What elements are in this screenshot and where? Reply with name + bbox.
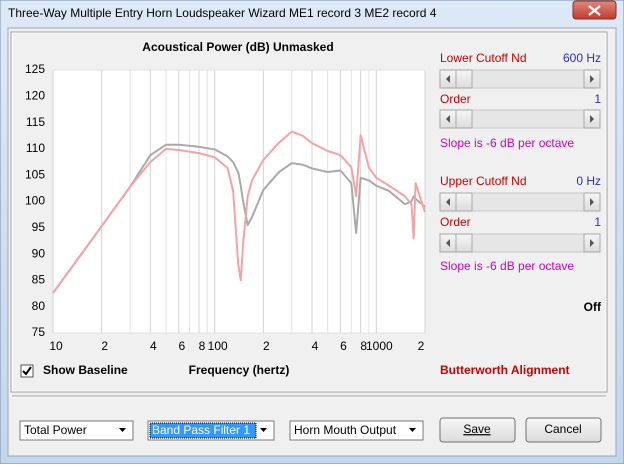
upper-slope: Slope is -6 dB per octave	[440, 259, 574, 273]
slider-thumb	[455, 192, 473, 212]
slider-thumb	[455, 233, 473, 253]
window-title: Three-Way Multiple Entry Horn Loudspeake…	[8, 6, 437, 20]
y-tick-label: 105	[25, 167, 45, 181]
combo-text: Total Power	[24, 423, 87, 437]
combo-box[interactable]	[289, 420, 424, 441]
x-axis-label: Frequency (hertz)	[189, 363, 290, 377]
y-tick-label: 110	[26, 141, 45, 155]
save-label: Save	[463, 422, 491, 436]
x-tick-label: 10	[49, 339, 63, 353]
lower-order-value: 1	[594, 92, 601, 106]
cancel-button[interactable]	[525, 417, 602, 443]
y-tick-label: 95	[32, 220, 46, 234]
x-tick-label: 4	[150, 339, 157, 353]
lower-order-label: Order	[440, 92, 471, 106]
upper-order-label: Order	[440, 215, 471, 229]
y-tick-label: 85	[32, 273, 46, 287]
checkbox-label[interactable]: Show Baseline	[43, 363, 128, 377]
lower-cutoff-label: Lower Cutoff Nd	[440, 51, 527, 65]
lower-slope: Slope is -6 dB per octave	[440, 136, 574, 150]
chart-title: Acoustical Power (dB) Unmasked	[142, 40, 333, 54]
upper-cutoff-label: Upper Cutoff Nd	[440, 174, 527, 188]
y-tick-label: 75	[32, 325, 46, 339]
slider-thumb	[455, 69, 473, 89]
upper-order-value: 1	[594, 215, 601, 229]
y-tick-label: 100	[25, 194, 45, 208]
combo-text: Band Pass Filter 1	[152, 423, 250, 437]
cancel-label: Cancel	[544, 422, 581, 436]
save-button[interactable]	[439, 417, 516, 443]
data-line	[52, 130, 426, 294]
chart-frame	[10, 31, 608, 393]
alignment-label: Butterworth Alignment	[440, 363, 570, 377]
chart-frame-inner	[11, 32, 607, 392]
plot-area	[52, 69, 426, 334]
x-tick-label: 4	[312, 339, 319, 353]
y-tick-label: 120	[25, 88, 45, 102]
y-tick-label: 80	[32, 299, 46, 313]
x-tick-label: 1000	[366, 339, 393, 353]
y-tick-label: 125	[25, 62, 45, 76]
close-icon	[588, 5, 601, 16]
x-tick-label: 2	[101, 339, 108, 353]
x-tick-label: 2	[418, 339, 425, 353]
check-mark	[22, 366, 32, 376]
data-line	[52, 143, 426, 294]
slider-thumb	[455, 109, 473, 129]
combo-text: Horn Mouth Output	[294, 423, 397, 437]
combo-selection	[149, 422, 257, 439]
x-tick-label: 8	[360, 339, 367, 353]
x-tick-label: 6	[178, 339, 185, 353]
upper-cutoff-value: 0 Hz	[576, 174, 601, 188]
y-tick-label: 90	[32, 246, 46, 260]
lower-cutoff-value: 600 Hz	[563, 51, 601, 65]
x-tick-label: 6	[340, 339, 347, 353]
combo-box[interactable]	[19, 420, 134, 441]
x-tick-label: 2	[263, 339, 270, 353]
x-tick-label: 100	[208, 339, 228, 353]
state-label: Off	[584, 300, 602, 314]
y-tick-label: 115	[26, 115, 45, 129]
x-tick-label: 8	[199, 339, 206, 353]
